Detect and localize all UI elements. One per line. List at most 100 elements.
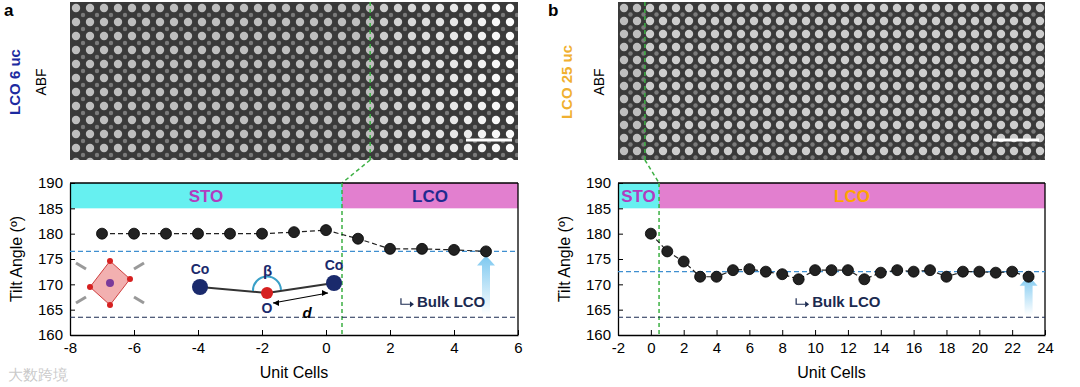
lattice-dot bbox=[646, 17, 654, 25]
lattice-dot bbox=[763, 95, 771, 103]
lattice-dot bbox=[992, 77, 996, 81]
y-tick: 175 bbox=[38, 250, 75, 267]
lattice-dot bbox=[240, 130, 248, 138]
lattice-dot bbox=[776, 147, 784, 155]
lattice-dot bbox=[487, 153, 491, 157]
lattice-dot bbox=[221, 125, 225, 129]
lattice-dot bbox=[81, 13, 85, 17]
lattice-dot bbox=[732, 103, 736, 107]
lattice-dot bbox=[478, 46, 486, 54]
lattice-dot bbox=[1031, 142, 1035, 146]
lattice-dot bbox=[672, 4, 680, 12]
lattice-dot bbox=[680, 155, 684, 159]
lattice-dot bbox=[109, 69, 113, 73]
lattice-dot bbox=[123, 153, 127, 157]
lattice-dot bbox=[324, 32, 332, 40]
lattice-dot bbox=[854, 82, 862, 90]
lattice-dot bbox=[1044, 103, 1045, 107]
lattice-dot bbox=[506, 46, 514, 54]
lattice-dot bbox=[72, 32, 80, 40]
lattice-dot bbox=[515, 13, 518, 17]
lattice-dot bbox=[142, 144, 150, 152]
lattice-dot bbox=[114, 144, 122, 152]
lattice-dot bbox=[958, 4, 966, 12]
lattice-dot bbox=[1018, 12, 1022, 16]
lattice-dot bbox=[198, 102, 206, 110]
lattice-dot bbox=[927, 142, 931, 146]
lattice-dot bbox=[698, 160, 706, 161]
lattice-dot bbox=[179, 125, 183, 129]
lattice-dot bbox=[849, 64, 853, 68]
lattice-dot bbox=[841, 30, 849, 38]
lattice-dot bbox=[464, 130, 472, 138]
lattice-dot bbox=[646, 160, 654, 161]
lattice-dot bbox=[932, 147, 940, 155]
data-point bbox=[859, 274, 870, 285]
lattice-dot bbox=[1036, 43, 1044, 51]
lattice-dot bbox=[86, 144, 94, 152]
lattice-dot bbox=[375, 97, 379, 101]
lattice-dot bbox=[971, 121, 979, 129]
lattice-dot bbox=[1010, 4, 1018, 12]
bulk-arrow bbox=[796, 298, 805, 304]
data-point bbox=[810, 265, 821, 276]
lattice-dot bbox=[375, 83, 379, 87]
lattice-dot bbox=[361, 111, 365, 115]
panel-label: b bbox=[548, 1, 558, 20]
lattice-dot bbox=[123, 97, 127, 101]
lattice-dot bbox=[361, 41, 365, 45]
lattice-dot bbox=[170, 102, 178, 110]
lattice-dot bbox=[750, 17, 758, 25]
data-point bbox=[793, 274, 804, 285]
lattice-dot bbox=[893, 69, 901, 77]
y-tick-label: 190 bbox=[586, 174, 611, 191]
lattice-dot bbox=[854, 69, 862, 77]
lattice-dot bbox=[802, 95, 810, 103]
lattice-dot bbox=[750, 43, 758, 51]
lattice-dot bbox=[310, 144, 318, 152]
atom-label: Co bbox=[191, 261, 210, 277]
lattice-dot bbox=[86, 4, 94, 12]
lattice-dot bbox=[319, 55, 323, 59]
lattice-dot bbox=[706, 77, 710, 81]
lattice-dot bbox=[836, 142, 840, 146]
lattice-dot bbox=[685, 147, 693, 155]
lattice-dot bbox=[347, 125, 351, 129]
lattice-dot bbox=[802, 56, 810, 64]
lattice-dot bbox=[810, 25, 814, 29]
y-axis-title: Tilt Angle (º) bbox=[8, 216, 25, 302]
lattice-dot bbox=[867, 69, 875, 77]
atom-label: O bbox=[262, 300, 273, 316]
lattice-dot bbox=[797, 155, 801, 159]
lattice-dot bbox=[282, 32, 290, 40]
lattice-dot bbox=[417, 13, 421, 17]
lattice-dot bbox=[445, 111, 449, 115]
reference-line bbox=[618, 317, 1045, 318]
lattice-dot bbox=[296, 4, 304, 12]
region-bands bbox=[618, 183, 1045, 208]
lattice-dot bbox=[403, 83, 407, 87]
lattice-dot bbox=[515, 55, 518, 59]
lattice-dot bbox=[156, 60, 164, 68]
lattice-dot bbox=[114, 116, 122, 124]
lattice-dot bbox=[867, 95, 875, 103]
lattice-dot bbox=[854, 17, 862, 25]
lattice-dot bbox=[268, 46, 276, 54]
lattice-dot bbox=[305, 83, 309, 87]
lattice-dot bbox=[1005, 38, 1009, 42]
octahedron-o bbox=[107, 302, 113, 308]
lattice-dot bbox=[291, 97, 295, 101]
lattice-dot bbox=[319, 69, 323, 73]
lattice-dot bbox=[380, 144, 388, 152]
lattice-dot bbox=[478, 18, 486, 26]
lattice-dot bbox=[797, 38, 801, 42]
lattice-dot bbox=[1010, 121, 1018, 129]
lattice-dot bbox=[919, 69, 927, 77]
lattice-dot bbox=[802, 134, 810, 142]
lattice-dot bbox=[473, 111, 477, 115]
lattice-dot bbox=[901, 129, 905, 133]
lattice-dot bbox=[408, 74, 416, 82]
x-tick-label: 20 bbox=[971, 339, 988, 356]
lattice-dot bbox=[875, 142, 879, 146]
lattice-dot bbox=[633, 95, 641, 103]
